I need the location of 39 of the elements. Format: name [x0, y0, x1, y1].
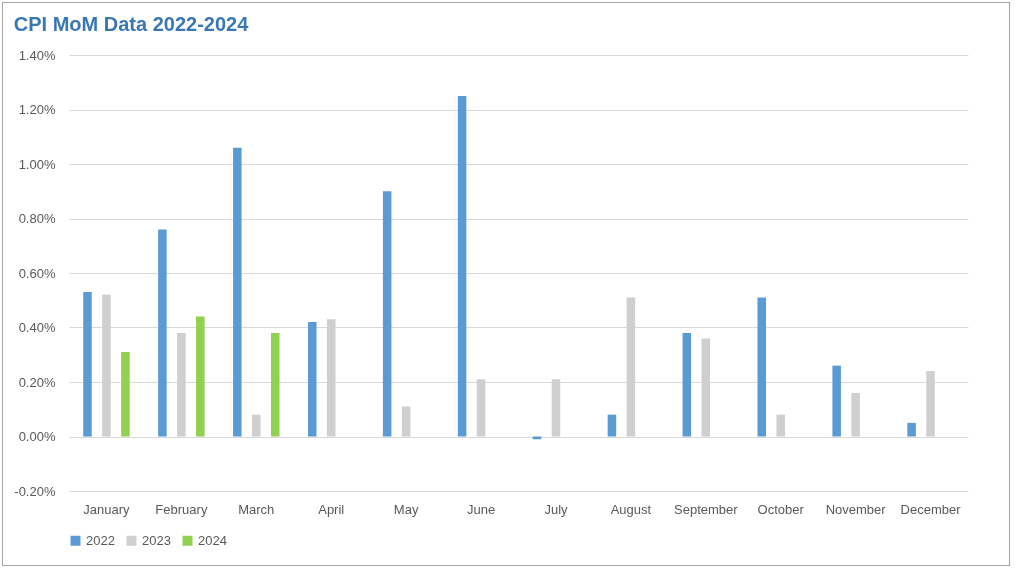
bar [757, 297, 767, 437]
bar [196, 316, 205, 437]
bar [121, 352, 130, 437]
y-tick-label: 0.40% [18, 320, 56, 335]
x-tick-label: June [466, 501, 496, 517]
x-tick-label: April [318, 501, 345, 517]
bar [682, 332, 692, 437]
y-tick-label: 0.60% [18, 265, 56, 281]
x-tick-label: March [238, 501, 275, 517]
legend-label: 2022 [86, 532, 115, 548]
bar [307, 322, 317, 437]
legend-label: 2024 [198, 532, 227, 548]
x-tick-label: September [673, 501, 739, 517]
y-tick-label: 1.00% [18, 156, 56, 172]
chart-title: CPI MoM Data 2022-2024 [13, 13, 250, 35]
x-tick-label: February [155, 501, 208, 517]
bar [382, 191, 392, 437]
x-tick-label: August [610, 501, 652, 517]
x-tick-label: May [393, 501, 419, 517]
bar [457, 95, 467, 437]
bar [907, 422, 916, 437]
bar [233, 147, 242, 437]
y-tick-label: 1.20% [18, 102, 56, 117]
legend-label: 2023 [142, 532, 171, 548]
y-tick-label: 0.80% [18, 211, 56, 226]
x-tick-label: November [825, 501, 887, 517]
bar [83, 292, 92, 437]
bar [607, 414, 617, 437]
x-tick-label: December [900, 501, 962, 517]
y-tick-label: 1.40% [18, 47, 56, 63]
bar [158, 229, 167, 437]
bar [832, 365, 841, 437]
y-tick-label: 0.20% [18, 374, 56, 390]
y-tick-label: 0.00% [18, 429, 56, 444]
y-tick-label: -0.20% [14, 483, 56, 499]
x-tick-label: January [83, 501, 131, 517]
x-tick-label: July [544, 501, 569, 517]
x-tick-label: October [757, 501, 805, 517]
bar [270, 332, 280, 437]
